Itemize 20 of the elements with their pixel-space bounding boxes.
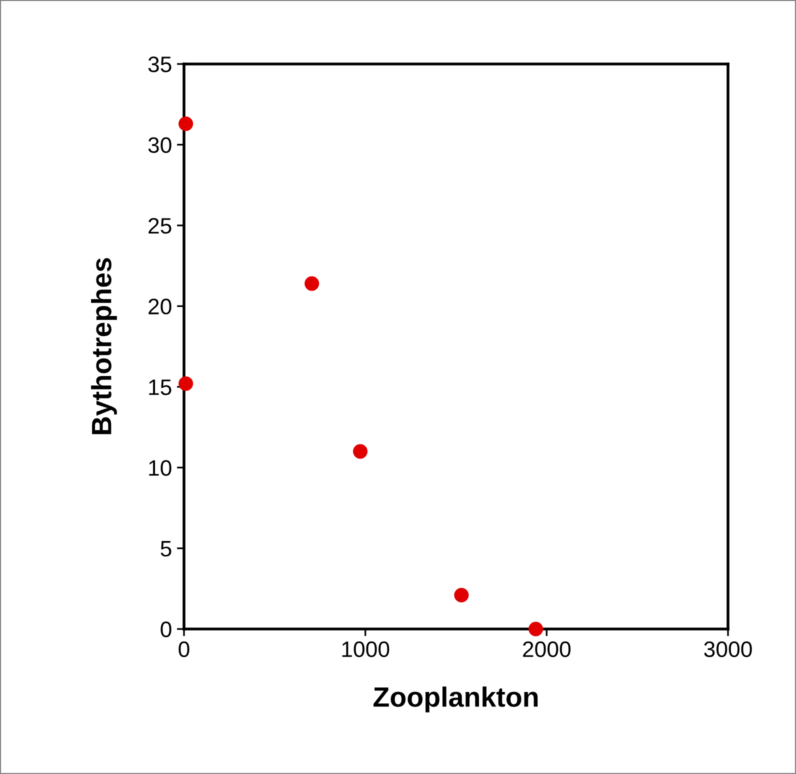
point [178,376,194,391]
x-axis-title: Zooplankton [374,686,538,712]
y-tick-label: 15 [149,380,172,396]
x-tick-label: 1000 [342,641,390,658]
point [178,116,194,132]
point [454,588,469,602]
y-tick-label: 35 [148,56,172,72]
point [304,276,320,291]
y-tick-label: 0 [160,622,172,638]
y-tick-label: 30 [148,137,172,153]
y-tick-label: 10 [149,460,172,476]
point [528,622,544,636]
x-tick-label: 3000 [704,641,752,658]
x-tick-label: 0 [178,641,190,658]
y-tick-label: 20 [148,298,172,314]
y-tick-label: 5 [160,541,172,557]
y-axis-title: Bythotrephes [91,258,117,434]
x-tick-label: 2000 [523,641,571,658]
point [352,444,368,459]
y-tick-label: 25 [148,218,172,234]
